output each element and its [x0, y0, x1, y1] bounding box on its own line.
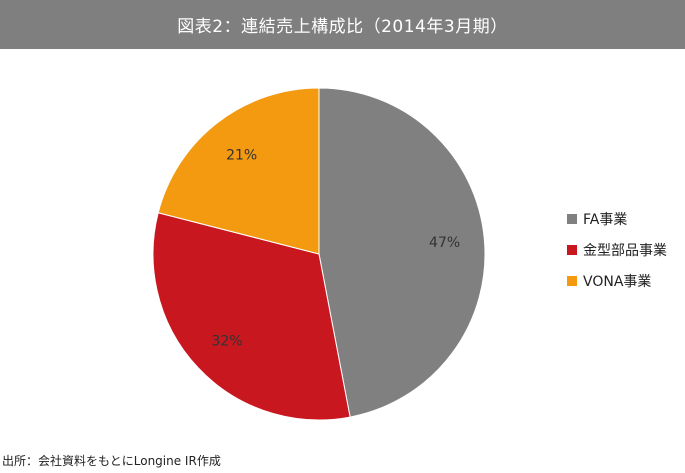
pie-slice-label-0: 47% — [429, 235, 460, 251]
pie-slice-1 — [152, 212, 351, 421]
legend-item-1: 金型部品事業 — [567, 240, 667, 260]
pie-chart: 47% 32% 21% — [152, 87, 486, 421]
legend-swatch — [567, 214, 577, 224]
legend: FA事業金型部品事業 VONA事業 — [567, 209, 667, 291]
pie-slice-label-1: 32% — [211, 333, 242, 349]
chart-title-bar: 図表2：連結売上構成比（2014年3月期） — [0, 0, 685, 49]
legend-swatch — [567, 276, 577, 286]
legend-label: FA事業 — [583, 212, 628, 228]
legend-item-0: FA事業 — [567, 209, 667, 229]
pie-slice-0 — [318, 87, 486, 418]
legend-swatch — [567, 245, 577, 255]
pie-slice-label-2: 21% — [226, 147, 257, 163]
source-note: 出所：会社資料をもとにLongine IR作成 — [2, 454, 221, 468]
chart-title: 図表2：連結売上構成比（2014年3月期） — [177, 17, 508, 37]
pie-slice-2 — [157, 87, 320, 255]
legend-item-2: VONA事業 — [567, 271, 667, 291]
chart-area: 47% 32% 21% FA事業金型部品事業 VONA事業 — [0, 49, 685, 449]
legend-label: VONA事業 — [583, 274, 652, 290]
legend-label: 金型部品事業 — [583, 243, 667, 259]
